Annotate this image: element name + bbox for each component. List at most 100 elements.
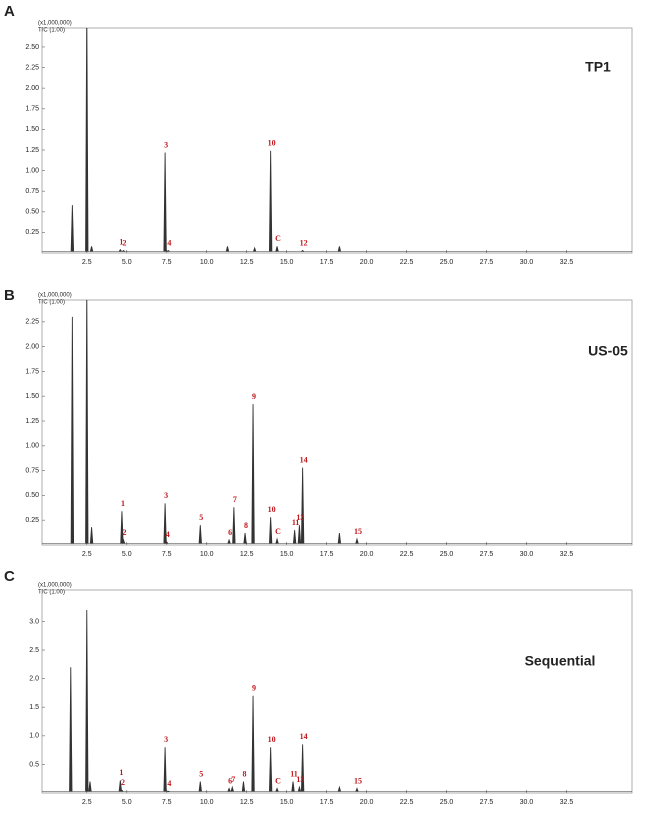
peak-label: 15 xyxy=(354,776,362,785)
x-tick-label: 17.5 xyxy=(320,799,334,806)
peak xyxy=(120,511,124,544)
peak-label: 15 xyxy=(354,527,362,536)
peak-label: 8 xyxy=(242,769,246,778)
peak xyxy=(297,525,302,544)
peak xyxy=(268,517,273,544)
peak-label: 14 xyxy=(300,455,308,464)
x-tick-label: 27.5 xyxy=(480,259,494,266)
peak xyxy=(251,404,255,544)
scale-note: (x1,000,000) xyxy=(38,583,72,589)
x-tick-label: 7.5 xyxy=(162,799,172,806)
trace-note: TIC (1.00) xyxy=(38,28,65,34)
peak xyxy=(275,787,279,792)
x-tick-label: 10.0 xyxy=(200,799,214,806)
x-tick-label: 7.5 xyxy=(162,259,172,266)
y-tick-label: 1.25 xyxy=(25,418,39,425)
panel-letter: B xyxy=(4,287,15,304)
peak xyxy=(88,781,92,792)
peak xyxy=(163,747,167,792)
x-tick-label: 17.5 xyxy=(320,259,334,266)
y-tick-label: 1.00 xyxy=(25,167,39,174)
peak-label: C xyxy=(275,234,281,243)
peak-label: 7 xyxy=(233,495,237,504)
x-tick-label: 25.0 xyxy=(440,799,454,806)
peak xyxy=(243,533,247,544)
peak-label: 13 xyxy=(296,775,304,784)
peak-label: 5 xyxy=(199,513,203,522)
peak xyxy=(337,785,342,792)
x-tick-label: 22.5 xyxy=(400,799,414,806)
peak xyxy=(70,205,75,252)
x-tick-label: 27.5 xyxy=(480,799,494,806)
trace xyxy=(42,300,632,544)
peak-label: 6 xyxy=(228,528,232,537)
peak-label: 10 xyxy=(268,735,276,744)
sample-name: TP1 xyxy=(585,59,611,75)
peak-label: 5 xyxy=(199,769,203,778)
panel-letter: C xyxy=(4,568,15,585)
peak xyxy=(89,246,94,252)
x-tick-label: 30.0 xyxy=(520,259,534,266)
peak xyxy=(275,246,279,252)
peak xyxy=(166,249,170,252)
x-tick-label: 15.0 xyxy=(280,259,294,266)
y-tick-label: 0.50 xyxy=(25,492,39,499)
y-tick-label: 1.50 xyxy=(25,393,39,400)
x-tick-label: 17.5 xyxy=(320,551,334,558)
peak xyxy=(118,780,122,792)
y-tick-label: 2.00 xyxy=(25,85,39,92)
peak xyxy=(163,503,167,544)
peak xyxy=(227,538,231,544)
peak-label: 2 xyxy=(123,238,127,247)
peak-label: 3 xyxy=(164,140,168,149)
x-tick-label: 27.5 xyxy=(480,551,494,558)
peak-label: 11 xyxy=(292,518,300,527)
peak xyxy=(85,28,89,252)
x-tick-label: 10.0 xyxy=(200,551,214,558)
peak-label: 13 xyxy=(296,513,304,522)
x-tick-label: 15.0 xyxy=(280,799,294,806)
x-tick-label: 12.5 xyxy=(240,259,254,266)
peak-label: C xyxy=(275,527,281,536)
x-tick-label: 32.5 xyxy=(560,259,574,266)
peak xyxy=(337,533,342,544)
trace xyxy=(42,28,632,252)
x-tick-label: 20.0 xyxy=(360,799,374,806)
peak xyxy=(165,541,169,544)
x-tick-label: 2.5 xyxy=(82,259,92,266)
x-tick-label: 5.0 xyxy=(122,551,132,558)
peak-label: 4 xyxy=(167,779,171,788)
trace xyxy=(42,610,632,792)
peak-label: 4 xyxy=(167,238,171,247)
peak-label: 3 xyxy=(164,491,168,500)
trace-note: TIC (1.00) xyxy=(38,590,65,596)
peak-label: 9 xyxy=(252,392,256,401)
peak xyxy=(232,507,236,544)
peak xyxy=(198,781,202,792)
y-tick-label: 1.0 xyxy=(29,733,39,740)
peak xyxy=(251,695,255,792)
x-tick-label: 5.0 xyxy=(122,799,132,806)
peak xyxy=(121,538,126,544)
x-tick-label: 32.5 xyxy=(560,799,574,806)
peak-label: 4 xyxy=(166,530,170,539)
peak-label: 2 xyxy=(121,778,125,787)
x-tick-label: 22.5 xyxy=(400,551,414,558)
y-tick-label: 1.75 xyxy=(25,368,39,375)
y-tick-label: 2.00 xyxy=(25,343,39,350)
peak-label: 10 xyxy=(268,139,276,148)
peak-label: 7 xyxy=(231,775,235,784)
peak xyxy=(120,789,124,792)
peak xyxy=(292,530,297,544)
plot-frame xyxy=(41,589,633,794)
y-tick-label: 3.0 xyxy=(29,618,39,625)
peak xyxy=(300,467,305,544)
peak xyxy=(122,249,126,252)
x-tick-label: 2.5 xyxy=(82,551,92,558)
peak-label: 11 xyxy=(290,769,298,778)
y-tick-label: 1.75 xyxy=(25,106,39,113)
peak-label: 9 xyxy=(252,684,256,693)
x-tick-label: 25.0 xyxy=(440,259,454,266)
x-tick-label: 22.5 xyxy=(400,259,414,266)
